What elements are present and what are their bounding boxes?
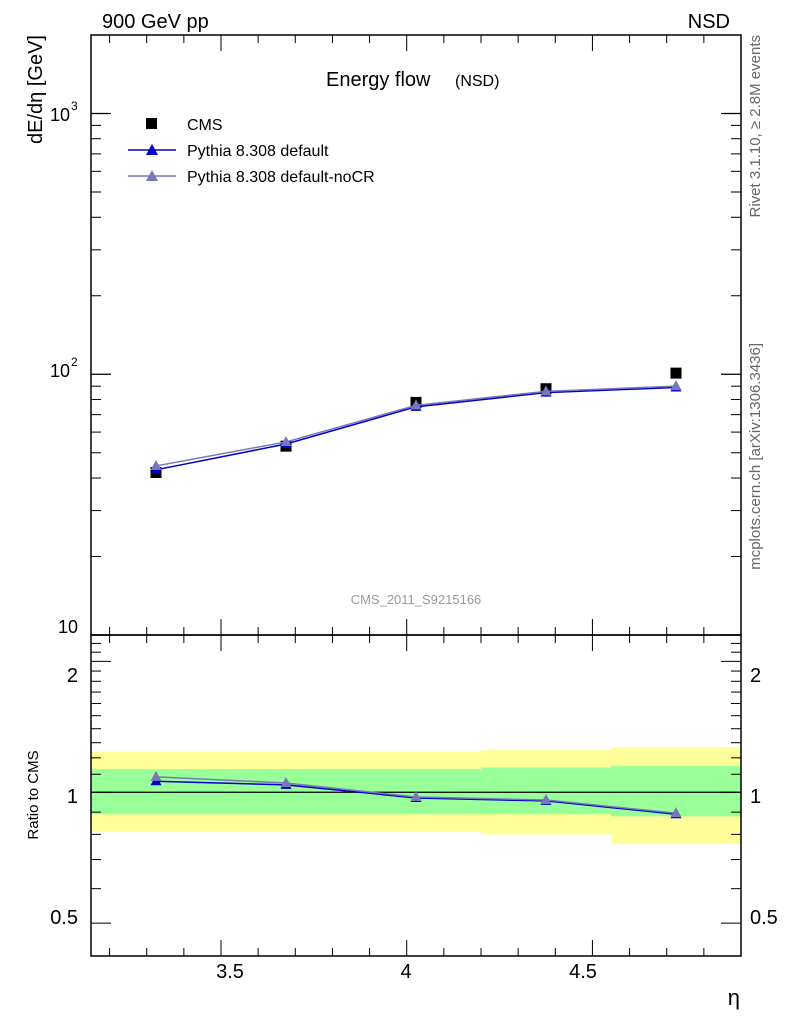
ratio-tick-label-right-1: 1 <box>750 786 761 808</box>
header-right: NSD <box>688 11 730 33</box>
legend-entry-cms: CMS <box>146 117 223 134</box>
ratio-point-pythia-nocr <box>410 791 422 802</box>
ratio-data <box>150 770 682 819</box>
legend-label-pythia-default: Pythia 8.308 default <box>187 143 329 160</box>
x-tick-label-4: 4 <box>400 961 411 983</box>
ratio-y-tick-labels-left: 2 1 0.5 <box>50 665 78 929</box>
ratio-tick-label-2: 2 <box>67 665 78 687</box>
ratio-tick-label-right-0.5: 0.5 <box>750 907 778 929</box>
main-panel: Energy flow (NSD) dE/dη [GeV] CMS_2011_S… <box>25 34 742 637</box>
main-ticks <box>91 34 741 636</box>
legend-entry-pythia-nocr: Pythia 8.308 default-noCR <box>128 169 375 186</box>
header-left: 900 GeV pp <box>102 11 209 33</box>
main-subtitle: (NSD) <box>455 73 499 90</box>
data-point-cms <box>670 367 682 379</box>
ratio-tick-label-0.5: 0.5 <box>50 907 78 929</box>
main-title: Energy flow <box>326 69 431 91</box>
ratio-point-pythia-nocr <box>150 770 162 781</box>
x-tick-labels: 3.5 4 4.5 <box>216 961 597 983</box>
legend-label-pythia-nocr: Pythia 8.308 default-noCR <box>187 169 375 186</box>
data-point-pythia-nocr <box>150 459 162 470</box>
legend-entry-pythia-default: Pythia 8.308 default <box>128 143 329 160</box>
watermark: CMS_2011_S9215166 <box>351 592 482 607</box>
legend-marker-pythia-default <box>146 144 158 155</box>
ratio-frame <box>90 634 742 957</box>
ratio-tick-label-right-2: 2 <box>750 665 761 687</box>
data-point-pythia-nocr <box>540 385 552 396</box>
ratio-ticks <box>91 635 741 956</box>
x-axis-label: η <box>728 985 740 1010</box>
data-point-pythia-nocr <box>280 435 292 446</box>
ratio-tick-label-1: 1 <box>67 786 78 808</box>
y-axis-label: dE/dη [GeV] <box>25 35 47 144</box>
y-tick-label-100-base: 10 <box>50 361 70 381</box>
legend: CMS Pythia 8.308 default Pythia 8.308 de… <box>128 117 375 186</box>
ratio-point-pythia-nocr <box>540 793 552 804</box>
ratio-panel: Ratio to CMS 2 1 0.5 2 1 0.5 3.5 4 4.5 η <box>25 634 778 1010</box>
x-tick-label-4.5: 4.5 <box>569 961 597 983</box>
data-point-pythia-nocr <box>670 380 682 391</box>
side-label-mcplots: mcplots.cern.ch [arXiv:1306.3436] <box>747 343 764 570</box>
ratio-point-pythia-nocr <box>670 807 682 818</box>
y-tick-label-10: 10 <box>58 617 78 637</box>
legend-marker-cms <box>146 118 157 129</box>
ratio-y-axis-label: Ratio to CMS <box>25 750 42 839</box>
x-tick-label-3.5: 3.5 <box>216 961 244 983</box>
ratio-y-tick-labels-right: 2 1 0.5 <box>750 665 778 929</box>
main-y-tick-labels: 10 10 2 10 3 <box>50 99 78 637</box>
data-point-pythia-nocr <box>410 399 422 410</box>
y-tick-label-100-exponent: 2 <box>71 355 78 369</box>
y-tick-label-1000-base: 10 <box>50 105 70 125</box>
legend-label-cms: CMS <box>187 117 223 134</box>
side-label-rivet: Rivet 3.1.10, ≥ 2.8M events <box>747 35 764 218</box>
legend-marker-pythia-nocr <box>146 170 158 181</box>
ratio-point-pythia-nocr <box>280 777 292 788</box>
y-tick-label-1000-exponent: 3 <box>71 99 78 113</box>
main-data <box>150 367 682 478</box>
ratio-inner-band <box>481 767 611 815</box>
